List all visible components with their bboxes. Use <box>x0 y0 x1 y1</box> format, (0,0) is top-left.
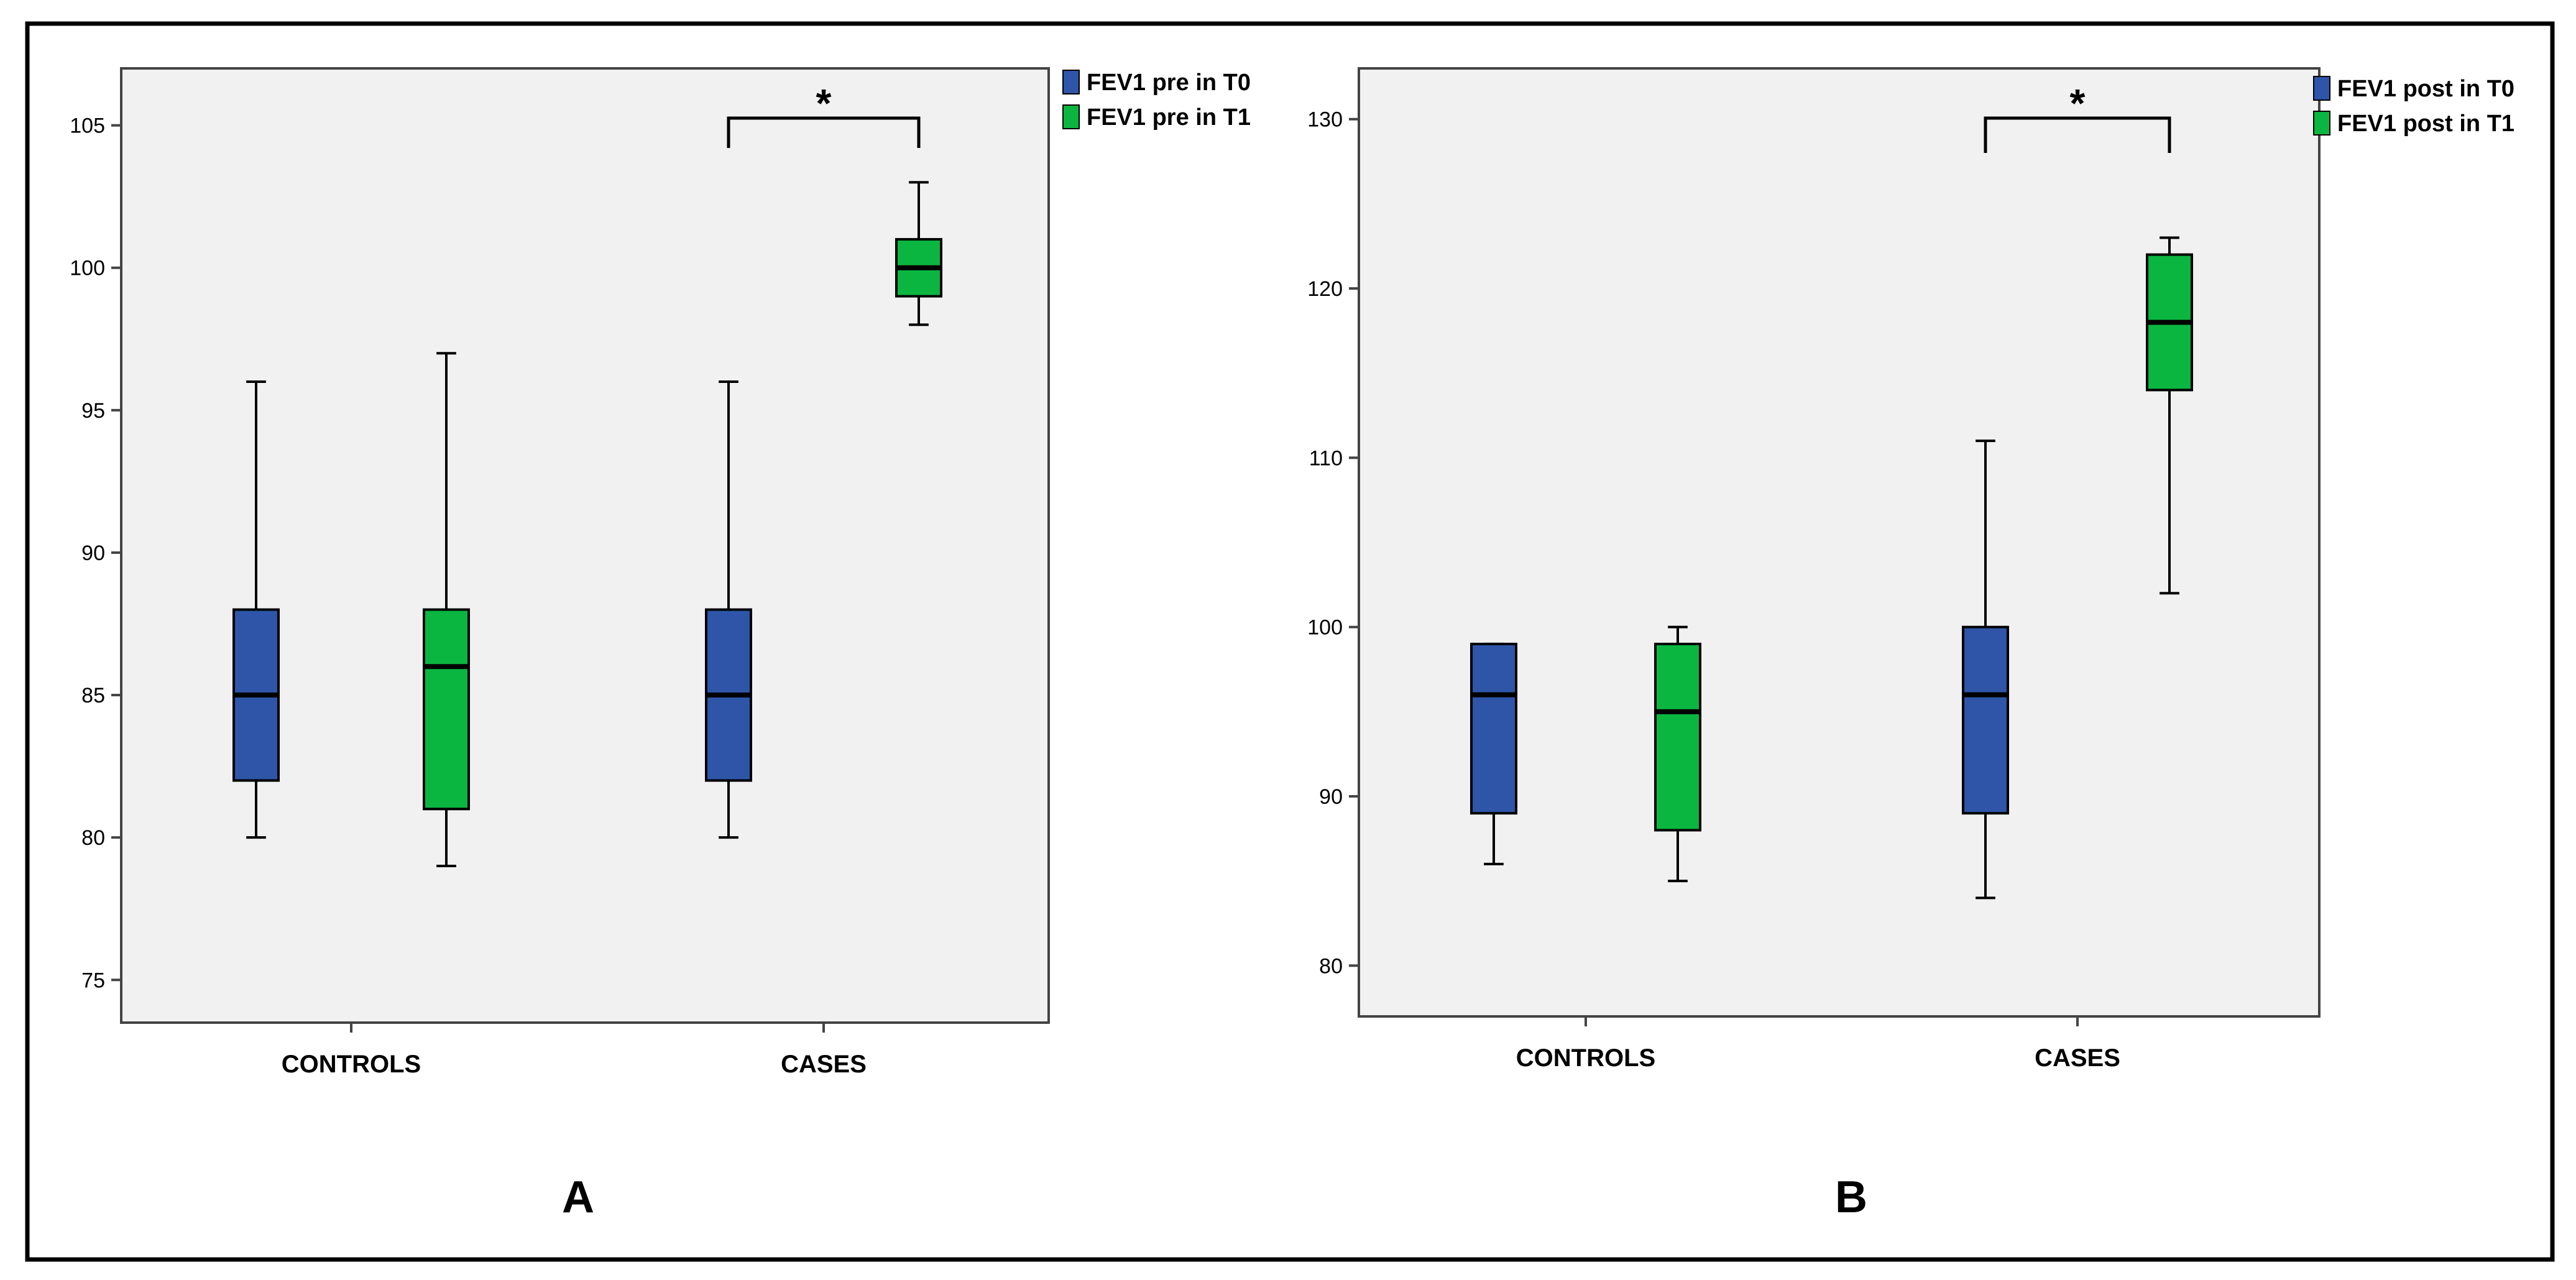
box-iqr <box>1654 642 1701 832</box>
legend-swatch <box>2313 76 2330 101</box>
box-iqr <box>1470 642 1517 815</box>
y-tick-label: 105 <box>70 114 105 138</box>
legend-label: FEV1 pre in T1 <box>1087 104 1251 131</box>
box-iqr <box>423 608 470 811</box>
plot-area <box>120 67 1050 1024</box>
y-tick-label: 75 <box>81 969 105 992</box>
x-category-label: CASES <box>781 1051 867 1078</box>
significance-bracket <box>1984 116 2171 153</box>
box-iqr <box>1962 625 2009 815</box>
legend-swatch <box>2313 111 2330 136</box>
legend-label: FEV1 post in T1 <box>2337 111 2514 137</box>
panel-label: B <box>1835 1172 1867 1222</box>
y-tick-label: 95 <box>81 399 105 423</box>
x-category-label: CONTROLS <box>282 1051 421 1078</box>
y-tick-label: 110 <box>1309 446 1343 470</box>
y-tick-label: 85 <box>81 684 105 707</box>
y-tick-label: 120 <box>1307 277 1343 301</box>
panel-b-boxplot: 80 90 100 110 120 130 CONTROLS CASES * FEV1 post … <box>1307 67 2514 1222</box>
significance-star: * <box>816 81 832 126</box>
x-category-label: CASES <box>2035 1044 2120 1072</box>
significance-bracket <box>727 116 921 148</box>
y-tick-label: 80 <box>1319 954 1343 978</box>
x-category-label: CONTROLS <box>1516 1044 1655 1072</box>
y-tick-label: 100 <box>70 257 105 280</box>
y-tick-label: 100 <box>1307 616 1343 640</box>
legend-swatch <box>1062 70 1080 94</box>
panel-label: A <box>562 1172 594 1222</box>
significance-star: * <box>2070 81 2086 126</box>
panel-a-boxplot: 75 80 85 90 95 100 105 CONTROLS CASES * FEV1 pre i… <box>70 67 1251 1222</box>
y-tick-label: 90 <box>81 541 105 565</box>
legend-label: FEV1 pre in T0 <box>1087 70 1251 96</box>
legend-swatch <box>1062 104 1080 129</box>
legend-label: FEV1 post in T0 <box>2337 76 2514 102</box>
plot-area <box>1358 67 2321 1018</box>
y-tick-label: 90 <box>1319 785 1343 809</box>
y-tick-label: 130 <box>1307 108 1343 132</box>
y-tick-label: 80 <box>81 826 105 850</box>
